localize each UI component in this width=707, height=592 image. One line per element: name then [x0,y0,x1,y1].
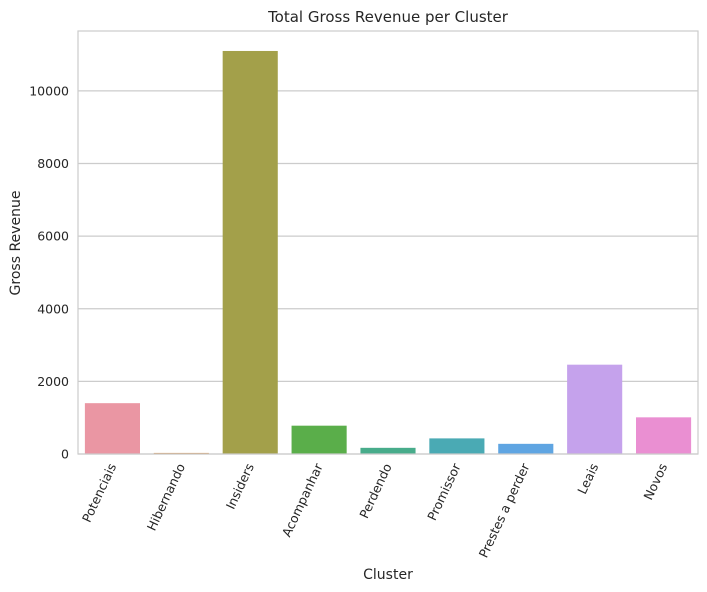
x-tick-label: Perdendo [356,461,394,521]
plot-frame [77,30,699,455]
x-tick-label: Hibernando [144,461,188,533]
bar [429,438,485,454]
x-tick-label: Leais [574,461,601,496]
y-axis-label: Gross Revenue [8,191,24,296]
bar [567,364,623,454]
bar [636,417,692,454]
y-tick-label: 4000 [37,301,69,316]
bar [291,425,347,454]
y-tick-labels: 0 2000 4000 6000 8000 10000 [29,83,69,461]
x-tick-label: Insiders [223,461,257,512]
bar [222,50,278,454]
x-tick-label: Novos [640,461,670,502]
x-tick-labels: Potenciais Hibernando Insiders Acompanhar Pe… [79,460,670,560]
bar [84,403,140,454]
y-tick-label: 0 [61,447,69,462]
axes-frame [77,30,699,455]
chart-title: Total Gross Revenue per Cluster [267,8,509,26]
y-tick-label: 8000 [37,156,69,171]
x-tick-label: Promissor [424,460,464,523]
x-tick-label: Potenciais [79,461,119,525]
bar [498,443,554,454]
y-tick-label: 10000 [29,83,69,98]
x-tick-label: Prestes a perder [476,460,533,560]
x-axis-label: Cluster [363,567,413,583]
x-tick-label: Acompanhar [279,460,326,539]
y-tick-label: 2000 [37,374,69,389]
bar [360,447,416,454]
bars [84,50,692,454]
y-tick-label: 6000 [37,229,69,244]
